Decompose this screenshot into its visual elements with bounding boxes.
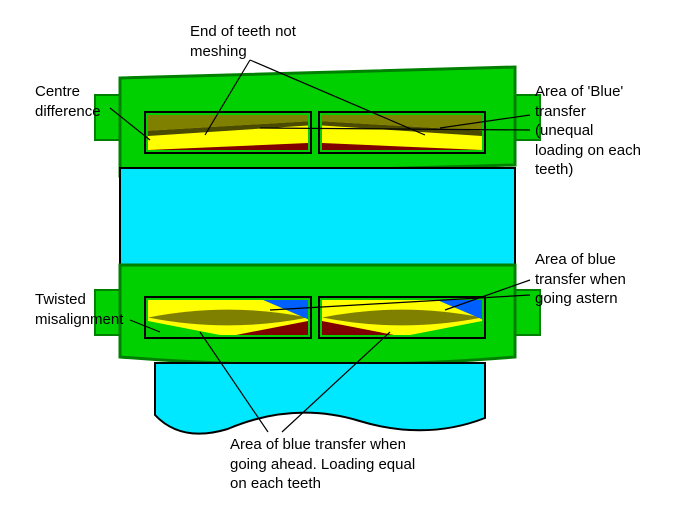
diagram-canvas: End of teeth not meshing Centre differen… — [0, 0, 686, 514]
label-area-blue-astern: Area of blue transfer when going astern — [535, 250, 626, 309]
label-end-of-teeth: End of teeth not meshing — [190, 22, 296, 61]
label-area-blue-ahead: Area of blue transfer when going ahead. … — [230, 435, 415, 494]
label-centre-difference: Centre difference — [35, 82, 101, 121]
label-twisted: Twisted misalignment — [35, 290, 123, 329]
label-area-blue-unequal: Area of 'Blue' transfer (unequal loading… — [535, 82, 641, 180]
